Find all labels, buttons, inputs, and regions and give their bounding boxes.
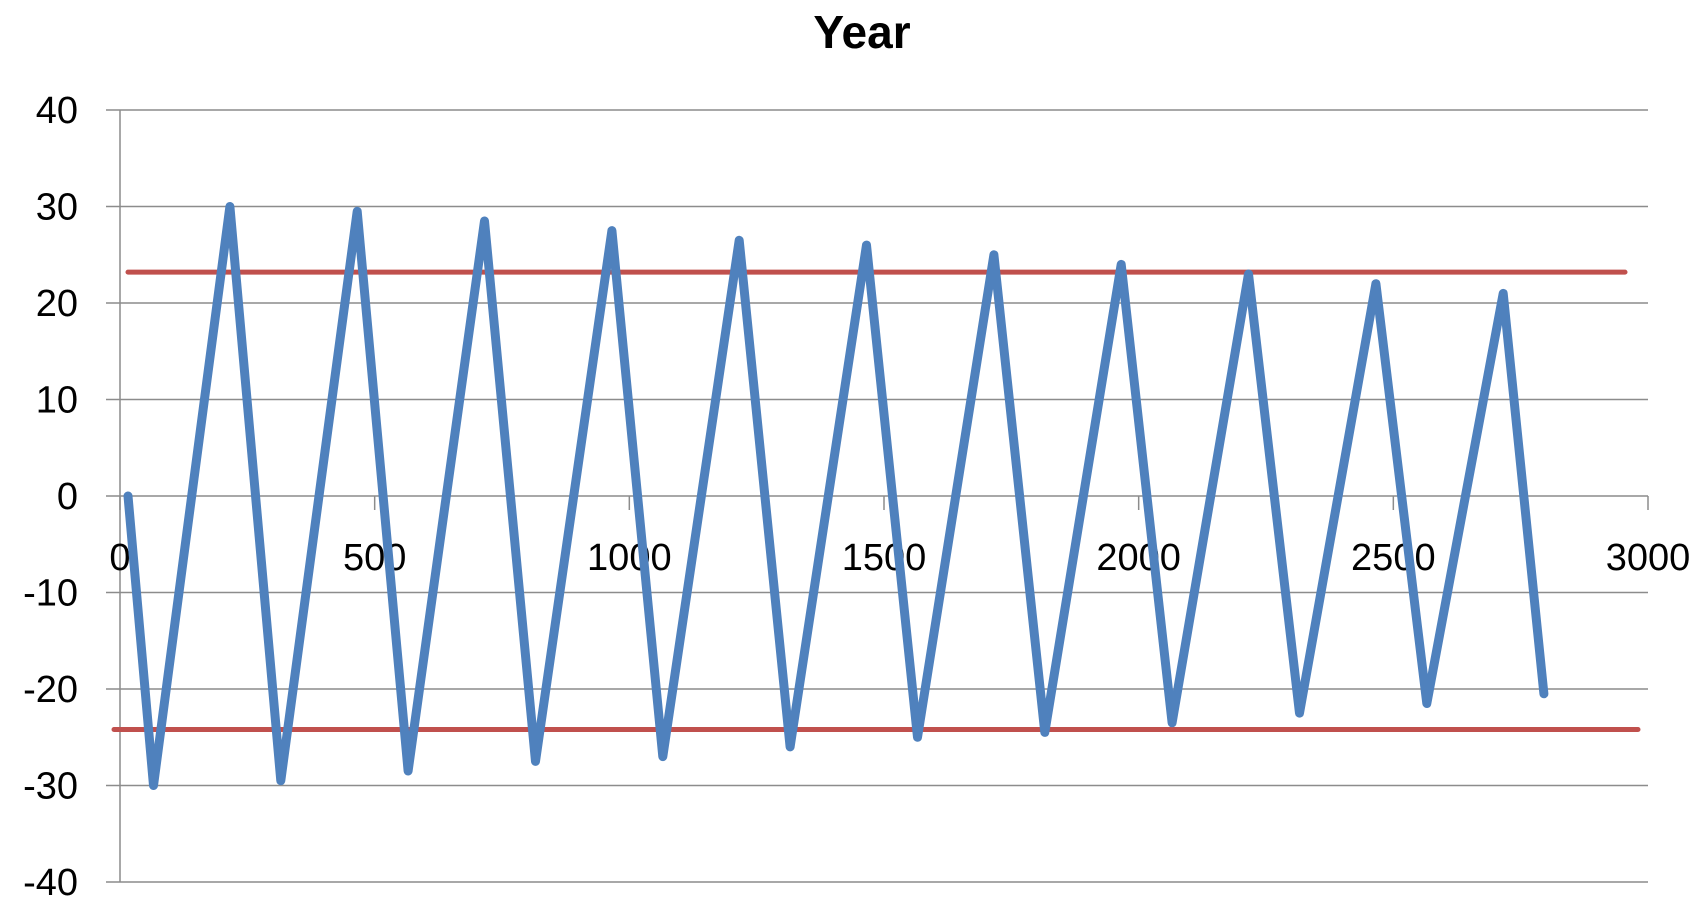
y-tick-label: -40 (23, 862, 78, 898)
y-tick-label: 10 (36, 380, 78, 422)
y-tick-label: 40 (36, 90, 78, 132)
y-tick-label: -10 (23, 573, 78, 615)
series-lines (111, 202, 1641, 790)
gridlines (106, 109, 1648, 883)
x-tick-label: 1000 (587, 537, 672, 579)
oscillation-line (123, 202, 1549, 790)
y-tick-label: 20 (36, 283, 78, 325)
y-tick-label: -30 (23, 766, 78, 808)
x-tick-label: 2000 (1096, 537, 1181, 579)
x-tick-labels: 0 500 1000 1500 2000 2500 3000 (109, 537, 1690, 579)
x-tick-label: 0 (109, 537, 130, 579)
y-tick-label: 30 (36, 187, 78, 229)
x-tick-label: 500 (343, 537, 406, 579)
x-tick-label: 3000 (1606, 537, 1691, 579)
chart-title: Year (813, 6, 910, 58)
x-tick-label: 2500 (1351, 537, 1436, 579)
y-tick-label: -20 (23, 669, 78, 711)
y-tick-labels: 40 30 20 10 0 -10 -20 -30 -40 (23, 90, 78, 898)
axes (119, 110, 1649, 882)
y-tick-label: 0 (57, 476, 78, 518)
x-tick-label: 1500 (842, 537, 927, 579)
